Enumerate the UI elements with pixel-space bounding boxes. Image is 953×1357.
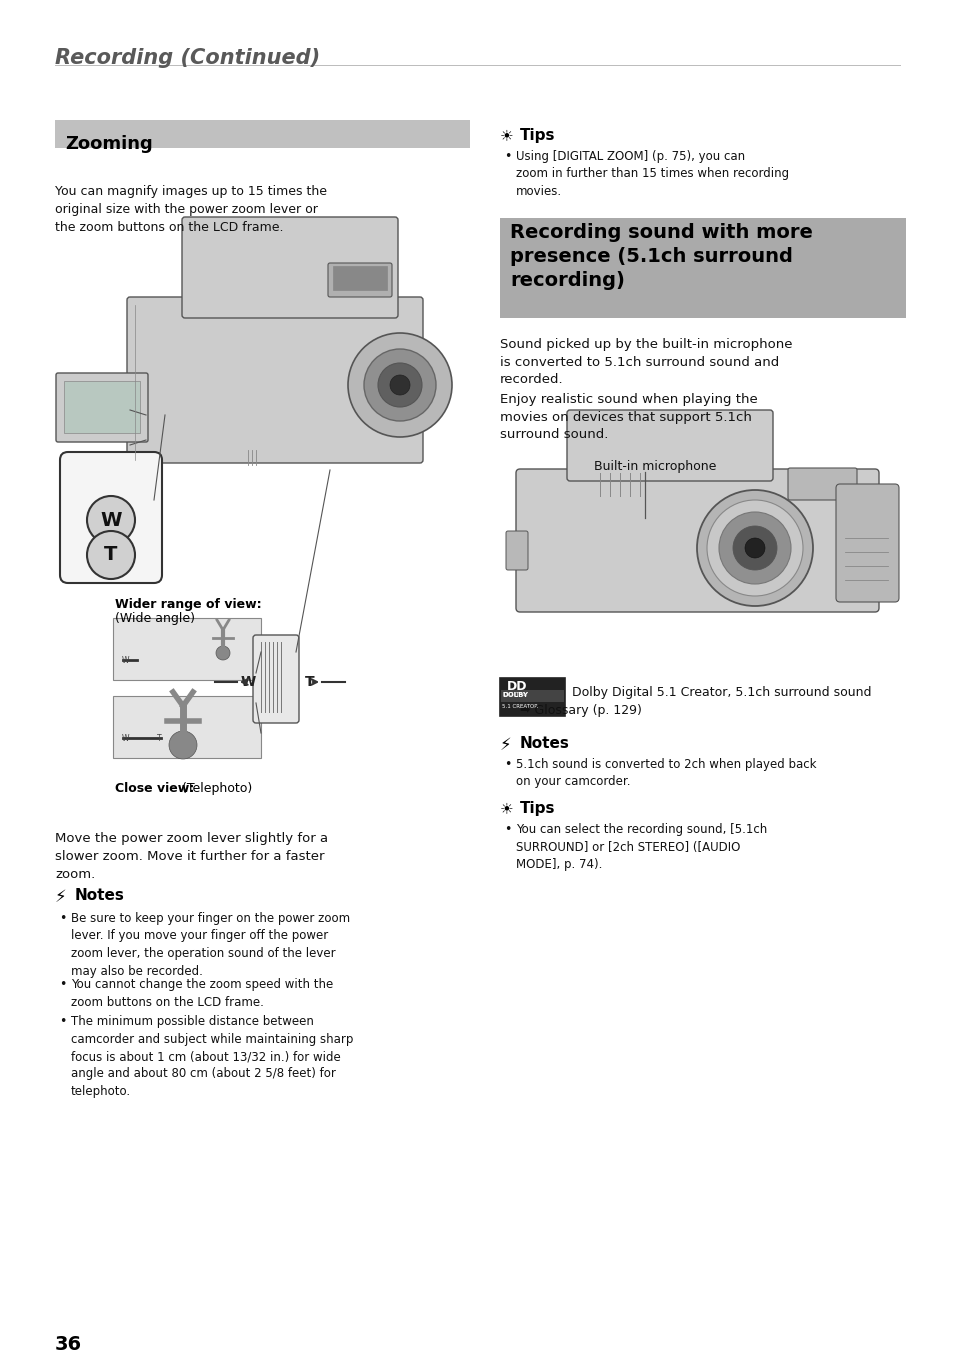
FancyBboxPatch shape: [60, 452, 162, 584]
Text: Move the power zoom lever slightly for a
slower zoom. Move it further for a fast: Move the power zoom lever slightly for a…: [55, 832, 328, 881]
Text: (Wide angle): (Wide angle): [115, 612, 194, 626]
FancyBboxPatch shape: [328, 263, 392, 297]
Text: You can select the recording sound, [5.1ch
SURROUND] or [2ch STEREO] ([AUDIO
MOD: You can select the recording sound, [5.1…: [516, 822, 766, 871]
Text: Built-in microphone: Built-in microphone: [593, 460, 716, 474]
Text: ➡ Glossary (p. 129): ➡ Glossary (p. 129): [519, 704, 641, 716]
FancyBboxPatch shape: [566, 410, 772, 480]
Text: Close view:: Close view:: [115, 782, 194, 795]
Text: Wider range of view:: Wider range of view:: [115, 598, 261, 611]
Text: T: T: [157, 734, 161, 744]
Circle shape: [390, 375, 410, 395]
Text: DIGITAL: DIGITAL: [501, 692, 526, 697]
Text: Notes: Notes: [519, 735, 569, 750]
FancyBboxPatch shape: [127, 297, 422, 463]
Text: W: W: [122, 734, 130, 744]
FancyBboxPatch shape: [55, 119, 470, 148]
Text: Zooming: Zooming: [65, 134, 152, 153]
FancyBboxPatch shape: [112, 617, 261, 680]
Text: Sound picked up by the built-in microphone
is converted to 5.1ch surround sound : Sound picked up by the built-in micropho…: [499, 338, 792, 385]
Text: •: •: [503, 822, 511, 836]
Circle shape: [348, 332, 452, 437]
Circle shape: [744, 537, 764, 558]
Circle shape: [697, 490, 812, 607]
Circle shape: [719, 512, 790, 584]
Text: ⚡: ⚡: [499, 735, 511, 754]
Circle shape: [364, 349, 436, 421]
Text: W: W: [240, 674, 255, 689]
Text: Using [DIGITAL ZOOM] (p. 75), you can
zoom in further than 15 times when recordi: Using [DIGITAL ZOOM] (p. 75), you can zo…: [516, 151, 788, 198]
Text: You can magnify images up to 15 times the
original size with the power zoom leve: You can magnify images up to 15 times th…: [55, 185, 327, 233]
Circle shape: [732, 527, 776, 570]
Text: W: W: [122, 655, 130, 665]
Text: Tips: Tips: [519, 128, 555, 142]
Circle shape: [169, 731, 196, 759]
FancyBboxPatch shape: [499, 218, 905, 318]
FancyBboxPatch shape: [56, 373, 148, 442]
Text: ☀: ☀: [499, 801, 513, 816]
FancyBboxPatch shape: [182, 217, 397, 318]
Text: •: •: [59, 1015, 67, 1029]
Text: DD: DD: [506, 680, 527, 693]
Text: •: •: [59, 912, 67, 925]
FancyBboxPatch shape: [253, 635, 298, 723]
Text: 36: 36: [55, 1335, 82, 1354]
FancyBboxPatch shape: [516, 470, 878, 612]
Text: Recording (Continued): Recording (Continued): [55, 47, 320, 68]
Text: •: •: [59, 978, 67, 991]
Text: •: •: [503, 759, 511, 771]
Text: DOLBY: DOLBY: [501, 692, 527, 697]
FancyBboxPatch shape: [505, 531, 527, 570]
Text: Be sure to keep your finger on the power zoom
lever. If you move your finger off: Be sure to keep your finger on the power…: [71, 912, 350, 977]
Text: ⚡: ⚡: [55, 887, 67, 906]
Text: You cannot change the zoom speed with the
zoom buttons on the LCD frame.: You cannot change the zoom speed with th…: [71, 978, 333, 1008]
Text: Notes: Notes: [75, 887, 125, 902]
FancyBboxPatch shape: [835, 484, 898, 603]
FancyBboxPatch shape: [787, 468, 856, 499]
Text: Enjoy realistic sound when playing the
movies on devices that support 5.1ch
surr: Enjoy realistic sound when playing the m…: [499, 394, 757, 441]
Text: •: •: [503, 151, 511, 163]
Text: Recording sound with more
presence (5.1ch surround
recording): Recording sound with more presence (5.1c…: [510, 223, 812, 290]
Circle shape: [377, 364, 421, 407]
Text: (Telephoto): (Telephoto): [178, 782, 252, 795]
Text: T: T: [305, 674, 314, 689]
Circle shape: [215, 646, 230, 660]
Text: W: W: [100, 510, 122, 529]
Text: ☀: ☀: [499, 128, 513, 142]
FancyBboxPatch shape: [112, 696, 261, 759]
Circle shape: [87, 497, 135, 544]
Circle shape: [87, 531, 135, 579]
Text: T: T: [104, 546, 117, 565]
Circle shape: [706, 499, 802, 596]
Text: 5.1ch sound is converted to 2ch when played back
on your camcorder.: 5.1ch sound is converted to 2ch when pla…: [516, 759, 816, 788]
FancyBboxPatch shape: [500, 689, 563, 702]
Text: Dolby Digital 5.1 Creator, 5.1ch surround sound: Dolby Digital 5.1 Creator, 5.1ch surroun…: [572, 687, 871, 699]
Text: 5.1 CREATOR: 5.1 CREATOR: [501, 704, 537, 708]
FancyBboxPatch shape: [64, 381, 140, 433]
Text: Tips: Tips: [519, 801, 555, 816]
FancyBboxPatch shape: [499, 678, 564, 716]
Text: The minimum possible distance between
camcorder and subject while maintaining sh: The minimum possible distance between ca…: [71, 1015, 353, 1098]
FancyBboxPatch shape: [333, 266, 387, 290]
